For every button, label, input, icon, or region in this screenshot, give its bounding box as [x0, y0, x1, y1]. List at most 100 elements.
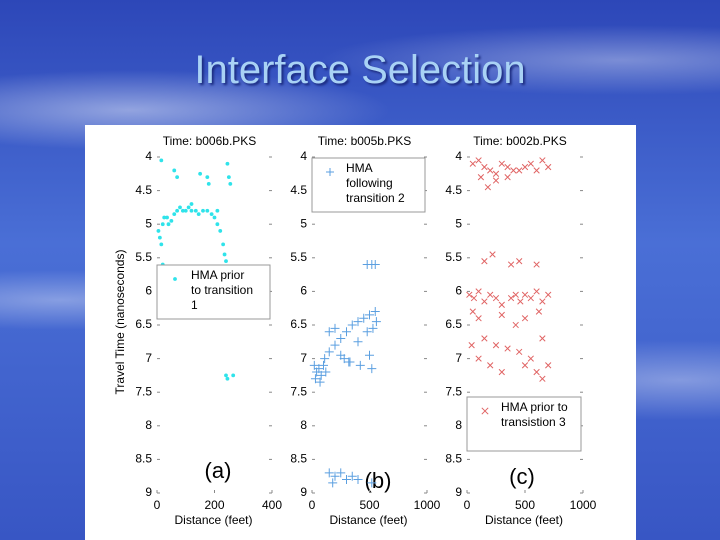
point: [545, 291, 552, 298]
y-tick-label: 4: [145, 149, 152, 163]
x-tick-label: 0: [464, 498, 471, 512]
point: [535, 308, 543, 315]
point: [205, 175, 210, 180]
x-tick-label: 500: [515, 498, 535, 512]
point: [477, 174, 485, 181]
point: [201, 208, 205, 213]
y-tick-label: 4.5: [445, 183, 462, 197]
point: [353, 475, 363, 485]
point: [481, 298, 488, 305]
legend-box: [466, 396, 582, 452]
y-tick-label: 8: [455, 418, 462, 432]
point: [512, 321, 519, 329]
point: [320, 354, 330, 364]
point: [468, 342, 475, 349]
point: [330, 323, 340, 333]
point: [178, 205, 182, 210]
point: [487, 362, 494, 369]
point: [347, 320, 357, 330]
point: [517, 298, 524, 305]
y-tick-label: 5.5: [445, 250, 462, 264]
point: [224, 373, 228, 378]
point: [533, 261, 540, 268]
point: [353, 317, 363, 327]
legend-box: [311, 157, 426, 213]
point: [225, 376, 230, 381]
point: [484, 184, 492, 191]
point: [545, 362, 552, 369]
y-axis-label: Travel Time (nanoseconds): [113, 250, 127, 395]
point: [368, 323, 378, 333]
point: [492, 170, 500, 177]
point: [222, 252, 227, 257]
point: [324, 327, 334, 337]
point: [189, 208, 194, 213]
point: [162, 215, 167, 220]
point: [342, 327, 351, 337]
point: [481, 258, 488, 265]
point: [196, 212, 201, 217]
point: [367, 364, 377, 374]
y-tick-label: 6: [145, 284, 152, 298]
x-tick-label: 0: [309, 498, 316, 512]
point: [516, 348, 523, 356]
point: [475, 288, 482, 295]
panel-annotation: (c): [509, 464, 535, 489]
legend-marker: [173, 277, 177, 281]
point: [504, 163, 511, 171]
point: [319, 360, 328, 370]
legend-marker: [326, 168, 334, 176]
point: [344, 357, 354, 367]
point: [160, 222, 165, 227]
point: [193, 208, 198, 213]
y-tick-label: 9: [145, 485, 152, 499]
point: [156, 229, 161, 233]
point: [342, 475, 351, 485]
point: [224, 259, 228, 264]
point: [527, 355, 534, 362]
point: [498, 160, 505, 167]
point: [521, 291, 529, 298]
point: [359, 313, 369, 323]
y-tick-label: 7: [455, 351, 462, 365]
point: [481, 335, 488, 342]
point: [226, 175, 231, 180]
point: [539, 157, 546, 164]
point: [498, 311, 505, 319]
point: [159, 242, 164, 247]
point: [533, 368, 540, 376]
y-tick-label: 7.5: [290, 384, 307, 398]
point: [507, 294, 515, 302]
point: [309, 360, 319, 370]
point: [189, 202, 194, 206]
point: [330, 471, 340, 481]
point: [321, 367, 331, 377]
point: [166, 222, 171, 227]
y-tick-label: 5: [300, 216, 307, 230]
point: [539, 375, 546, 382]
y-tick-label: 6: [455, 284, 462, 298]
point: [315, 377, 325, 387]
legend-box: [156, 264, 271, 320]
legend-marker: [481, 407, 489, 415]
point: [539, 298, 546, 305]
point: [516, 258, 523, 265]
y-tick-label: 8.5: [135, 452, 152, 466]
point: [504, 174, 511, 181]
point: [330, 340, 340, 350]
y-tick-label: 4: [300, 149, 307, 163]
point: [533, 288, 540, 295]
point: [539, 335, 546, 342]
point: [492, 342, 500, 349]
point: [370, 260, 380, 270]
y-tick-label: 7.5: [445, 384, 462, 398]
panel-annotation: (b): [365, 468, 392, 493]
point: [186, 205, 191, 210]
y-tick-label: 4.5: [135, 183, 152, 197]
point: [175, 208, 180, 213]
point: [367, 478, 377, 488]
legend-entry: HMA following transition 2: [346, 161, 405, 205]
point: [521, 362, 529, 369]
point: [475, 355, 482, 362]
point: [157, 235, 162, 240]
